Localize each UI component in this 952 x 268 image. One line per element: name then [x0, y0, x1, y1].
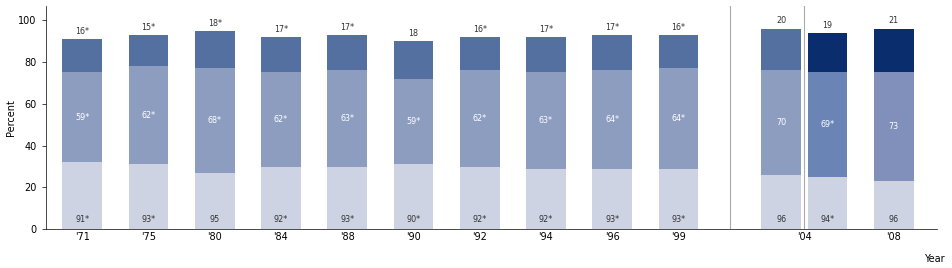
Bar [393, 165, 433, 229]
Bar [129, 35, 169, 66]
Text: 16*: 16* [75, 27, 89, 36]
Bar [762, 175, 801, 229]
Text: 64*: 64* [671, 114, 685, 123]
Text: 94*: 94* [821, 215, 835, 224]
Text: 96: 96 [888, 215, 899, 224]
Text: 17*: 17* [340, 23, 354, 32]
Bar [195, 173, 234, 229]
Bar [261, 167, 301, 229]
Text: 93*: 93* [141, 215, 155, 224]
Text: 20: 20 [776, 16, 786, 25]
Text: 69*: 69* [821, 120, 835, 129]
Bar [195, 68, 234, 173]
Text: 63*: 63* [340, 114, 354, 123]
Bar [460, 70, 500, 167]
Bar [807, 72, 847, 177]
Text: 93*: 93* [340, 215, 354, 224]
Bar [762, 70, 801, 175]
Text: 21: 21 [888, 16, 899, 25]
Text: 92*: 92* [472, 215, 486, 224]
Bar [460, 167, 500, 229]
Text: 18*: 18* [208, 18, 222, 28]
Text: 17*: 17* [539, 25, 553, 34]
Text: Year: Year [923, 254, 944, 265]
Text: 17*: 17* [605, 23, 619, 32]
Text: 92*: 92* [539, 215, 553, 224]
Text: 68*: 68* [208, 116, 222, 125]
Text: 95: 95 [209, 215, 220, 224]
Bar [327, 167, 367, 229]
Bar [327, 35, 367, 70]
Bar [526, 37, 565, 72]
Text: 19: 19 [823, 21, 833, 29]
Text: 16*: 16* [671, 23, 685, 32]
Bar [393, 41, 433, 79]
Bar [62, 72, 102, 162]
Text: 59*: 59* [407, 117, 421, 126]
Bar [874, 29, 914, 72]
Text: 59*: 59* [75, 113, 89, 122]
Bar [195, 31, 234, 68]
Text: 92*: 92* [274, 215, 288, 224]
Text: 63*: 63* [539, 116, 553, 125]
Text: 93*: 93* [605, 215, 619, 224]
Bar [592, 169, 632, 229]
Text: 62*: 62* [472, 114, 486, 123]
Bar [592, 35, 632, 70]
Text: 91*: 91* [75, 215, 89, 224]
Bar [129, 165, 169, 229]
Text: 70: 70 [776, 118, 786, 127]
Bar [129, 66, 169, 165]
Bar [261, 72, 301, 167]
Bar [807, 177, 847, 229]
Text: 73: 73 [888, 122, 899, 131]
Text: 96: 96 [776, 215, 786, 224]
Bar [393, 79, 433, 165]
Bar [659, 68, 699, 169]
Text: 15*: 15* [141, 23, 155, 32]
Text: 90*: 90* [407, 215, 421, 224]
Bar [762, 29, 801, 70]
Bar [526, 72, 565, 169]
Bar [327, 70, 367, 167]
Text: 64*: 64* [605, 115, 619, 124]
Text: 62*: 62* [141, 111, 155, 120]
Bar [62, 162, 102, 229]
Bar [261, 37, 301, 72]
Bar [460, 37, 500, 70]
Y-axis label: Percent: Percent [6, 99, 15, 136]
Bar [874, 72, 914, 181]
Bar [659, 35, 699, 68]
Bar [526, 169, 565, 229]
Bar [874, 181, 914, 229]
Text: 18: 18 [408, 29, 419, 38]
Text: 93*: 93* [671, 215, 685, 224]
Bar [592, 70, 632, 169]
Text: 62*: 62* [274, 115, 288, 124]
Text: 17*: 17* [274, 25, 288, 34]
Bar [62, 39, 102, 72]
Text: 16*: 16* [473, 25, 486, 34]
Bar [807, 33, 847, 72]
Bar [659, 169, 699, 229]
